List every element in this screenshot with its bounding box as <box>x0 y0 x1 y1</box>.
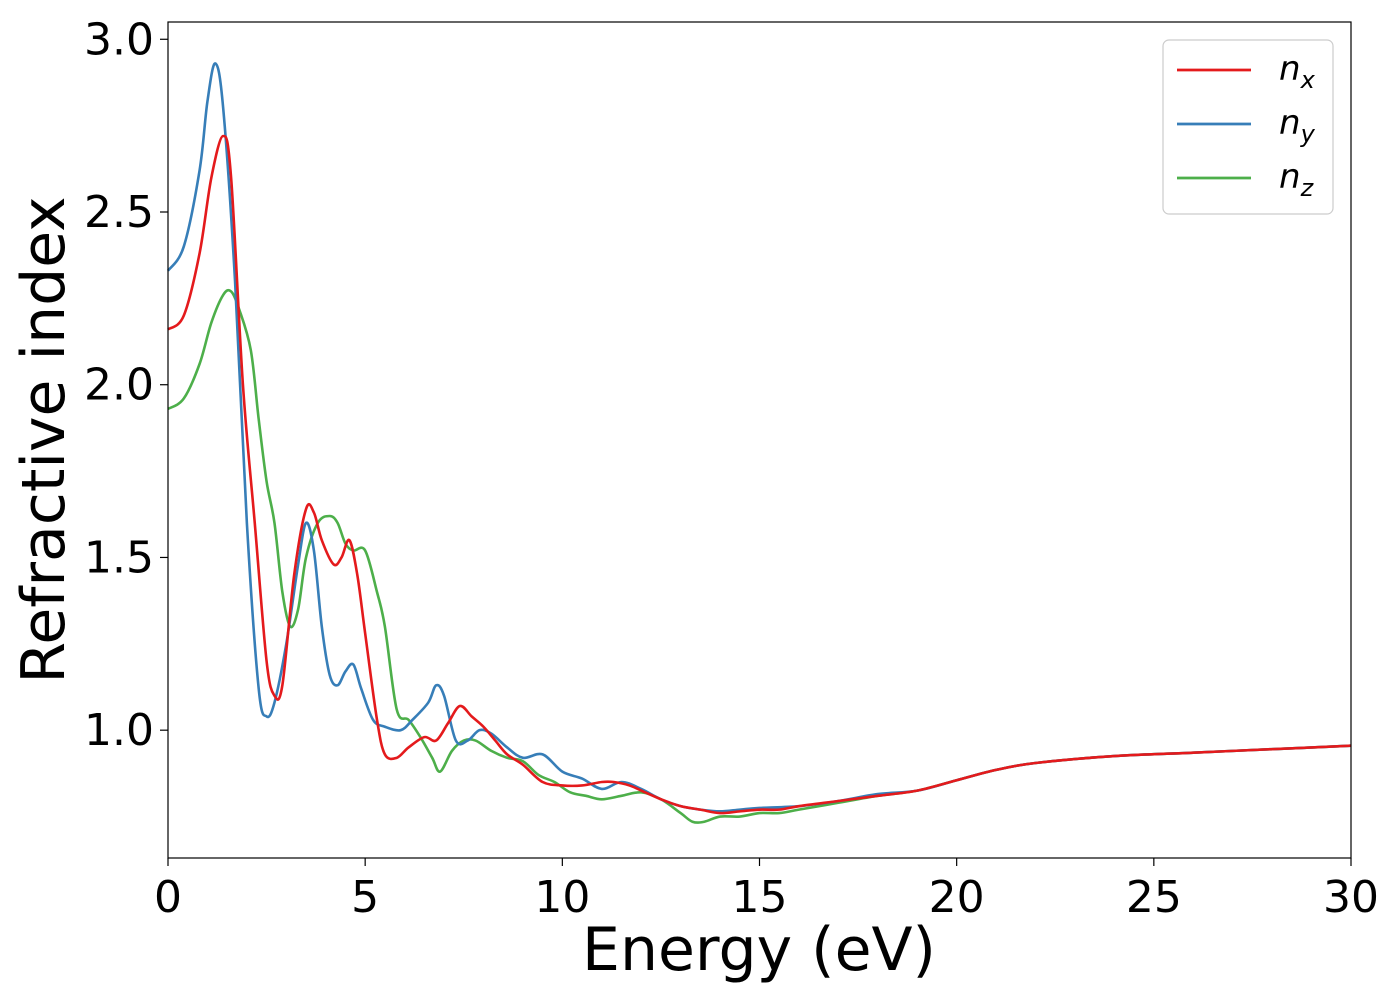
y-tick-label: 2.5 <box>84 187 154 238</box>
x-axis: 0 5 10 15 20 25 30 <box>154 858 1379 923</box>
x-tick-label: 25 <box>1126 872 1182 923</box>
x-tick-label: 5 <box>351 872 379 923</box>
y-tick-label: 3.0 <box>84 14 154 65</box>
x-tick-label: 0 <box>154 872 182 923</box>
legend-label-base: n <box>1279 103 1301 143</box>
x-tick-label: 10 <box>534 872 590 923</box>
legend-label-subscript: x <box>1300 66 1316 94</box>
legend-label-subscript: z <box>1300 174 1315 202</box>
legend-label-n-z: nz <box>1279 157 1315 202</box>
x-axis-label: Energy (eV) <box>582 915 936 985</box>
legend-label-base: n <box>1279 49 1301 89</box>
legend-label-subscript: y <box>1300 120 1316 148</box>
legend-box <box>1162 39 1334 215</box>
y-axis: 1.0 1.5 2.0 2.5 3.0 <box>84 14 168 756</box>
y-tick-label: 1.5 <box>84 532 154 583</box>
series-line-n-x <box>167 134 1352 815</box>
y-tick-label: 2.0 <box>84 360 154 411</box>
legend-label-n-y: ny <box>1279 103 1316 148</box>
y-tick-label: 1.0 <box>84 705 154 756</box>
legend-label-base: n <box>1279 157 1301 197</box>
x-tick-label: 20 <box>929 872 985 923</box>
plot-area <box>168 22 1351 858</box>
series-layer <box>166 62 1352 824</box>
legend-label-n-x: nx <box>1279 49 1316 94</box>
x-tick-label: 15 <box>732 872 788 923</box>
y-axis-label: Refractive index <box>9 196 79 683</box>
x-tick-label: 30 <box>1323 872 1379 923</box>
